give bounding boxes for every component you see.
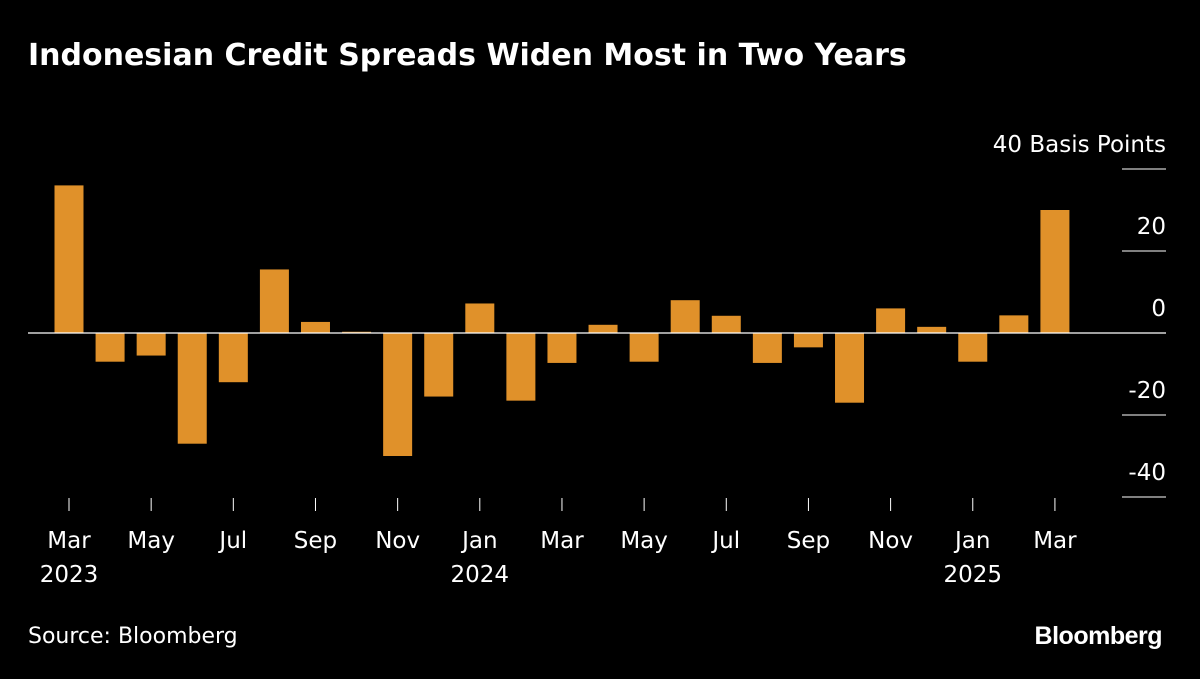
source-note: Source: Bloomberg: [28, 624, 238, 649]
x-year-label: 2025: [943, 562, 1002, 588]
y-tick-label: 0: [1151, 296, 1166, 322]
bar: [629, 333, 659, 362]
x-tick-label: Sep: [294, 528, 337, 554]
bar: [1040, 210, 1070, 333]
bar: [54, 185, 84, 333]
x-tick-label: Jul: [217, 528, 247, 554]
x-tick-label: Mar: [47, 528, 91, 554]
y-axis: 40 Basis Points 20 0 -20 -40: [993, 132, 1166, 498]
bar: [958, 333, 988, 362]
x-tick-label: Jul: [710, 528, 740, 554]
y-tick-label: -20: [1128, 378, 1166, 404]
bar: [917, 326, 947, 333]
bar: [342, 331, 372, 333]
x-tick-label: Mar: [1033, 528, 1077, 554]
chart-title: Indonesian Credit Spreads Widen Most in …: [28, 38, 907, 73]
bar: [95, 333, 125, 362]
bar: [835, 333, 865, 403]
bar: [711, 315, 741, 333]
bar: [465, 303, 495, 333]
x-axis: Mar 2023 May Jul Sep Nov Jan 2024 Mar May Jul Sep No…: [40, 498, 1077, 588]
x-tick-label: Mar: [540, 528, 584, 554]
x-year-label: 2024: [451, 562, 510, 588]
bar: [752, 333, 782, 363]
bar: [588, 324, 618, 333]
x-tick-label: Nov: [868, 528, 913, 554]
bar: [670, 300, 700, 333]
bar: [793, 333, 823, 348]
x-tick-label: Jan: [460, 528, 497, 554]
bar: [506, 333, 536, 401]
bloomberg-logo: Bloomberg: [1034, 622, 1163, 650]
x-tick-label: Nov: [375, 528, 420, 554]
y-axis-unit-label: 40 Basis Points: [993, 132, 1166, 158]
bar: [259, 269, 289, 333]
bar: [136, 333, 166, 356]
y-tick-label: 20: [1137, 214, 1166, 240]
x-tick-label: May: [620, 528, 668, 554]
bar: [218, 333, 248, 383]
bar: [999, 315, 1029, 333]
bar: [300, 321, 330, 333]
x-tick-label: Jan: [953, 528, 990, 554]
x-year-label: 2023: [40, 562, 99, 588]
x-tick-label: May: [127, 528, 175, 554]
bar: [424, 333, 454, 397]
bars: [54, 185, 1070, 456]
x-tick-label: Sep: [787, 528, 830, 554]
y-tick-label: -40: [1128, 460, 1166, 486]
bar: [547, 333, 577, 363]
bar: [177, 333, 207, 444]
bar: [383, 333, 413, 456]
bar: [876, 308, 906, 333]
